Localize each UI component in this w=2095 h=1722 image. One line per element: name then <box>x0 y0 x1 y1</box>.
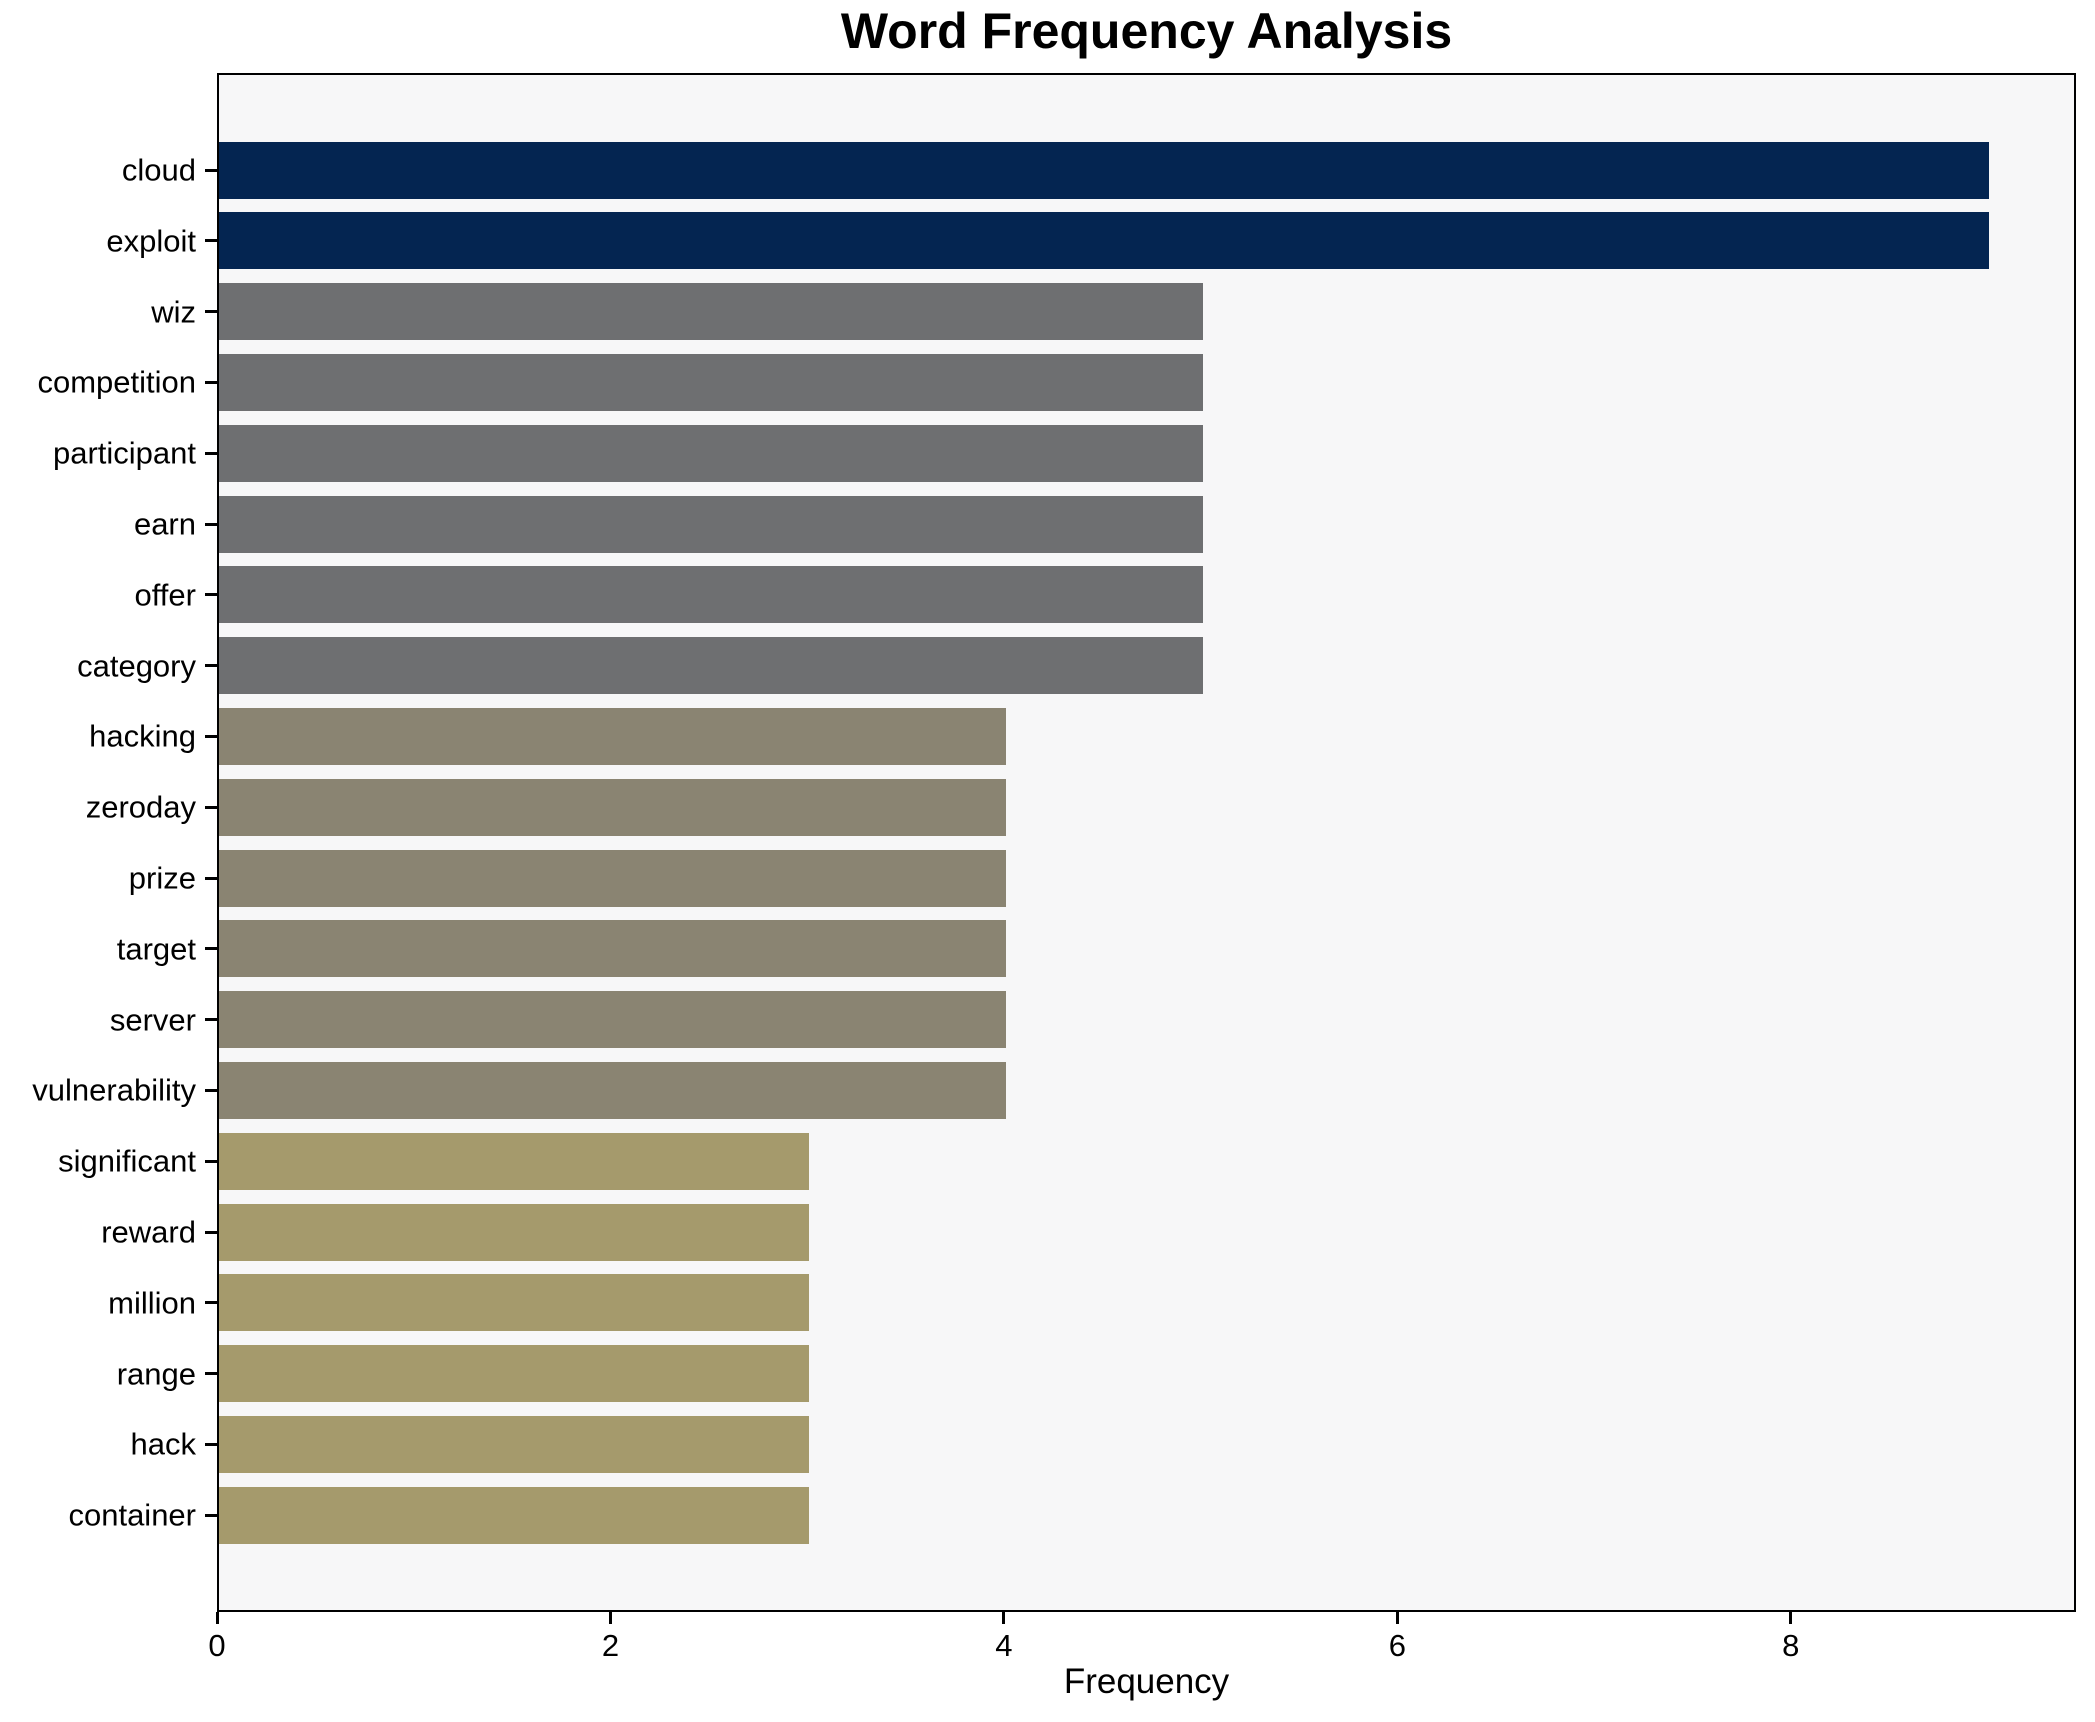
y-tick-mark <box>205 664 217 668</box>
bar-target <box>219 920 1006 978</box>
bar-competition <box>219 353 1203 411</box>
y-tick-mark <box>205 380 217 384</box>
bar-range <box>219 1345 809 1403</box>
y-tick-mark <box>205 947 217 951</box>
x-tick-mark <box>1002 1612 1006 1624</box>
y-tick-label-hacking: hacking <box>89 718 196 754</box>
bar-wiz <box>219 283 1203 341</box>
bar-exploit <box>219 212 1989 270</box>
bar-hacking <box>219 707 1006 765</box>
y-tick-mark <box>205 1018 217 1022</box>
bar-earn <box>219 495 1203 553</box>
y-tick-label-wiz: wiz <box>151 294 196 330</box>
y-tick-mark <box>205 310 217 314</box>
y-tick-mark <box>205 1513 217 1517</box>
plot-area <box>217 73 2076 1612</box>
bar-category <box>219 637 1203 695</box>
x-tick-label-0: 0 <box>208 1628 226 1663</box>
x-tick-mark <box>1395 1612 1399 1624</box>
bar-prize <box>219 849 1006 907</box>
x-tick-label-2: 2 <box>601 1628 620 1663</box>
bar-server <box>219 991 1006 1049</box>
y-tick-label-server: server <box>109 1002 196 1038</box>
chart-title: Word Frequency Analysis <box>840 3 1453 59</box>
bar-significant <box>219 1132 809 1190</box>
x-tick-label-4: 4 <box>995 1628 1013 1663</box>
bar-cloud <box>219 141 1989 199</box>
y-tick-label-hack: hack <box>130 1426 196 1462</box>
y-tick-label-million: million <box>108 1285 196 1321</box>
y-tick-label-participant: participant <box>52 435 196 471</box>
y-tick-mark <box>205 1442 217 1446</box>
y-tick-label-reward: reward <box>101 1214 196 1250</box>
bar-offer <box>219 566 1203 624</box>
bar-participant <box>219 424 1203 482</box>
y-tick-mark <box>205 1159 217 1163</box>
y-tick-label-offer: offer <box>134 577 196 613</box>
y-tick-mark <box>205 239 217 243</box>
y-tick-mark <box>205 1230 217 1234</box>
bar-zeroday <box>219 778 1006 836</box>
x-tick-label-8: 8 <box>1782 1628 1800 1663</box>
y-tick-mark <box>205 1088 217 1092</box>
y-tick-label-exploit: exploit <box>106 223 196 259</box>
x-tick-mark <box>608 1612 612 1624</box>
x-tick-mark <box>215 1612 219 1624</box>
y-tick-mark <box>205 734 217 738</box>
y-tick-label-earn: earn <box>133 506 196 542</box>
y-tick-label-competition: competition <box>37 364 196 400</box>
y-tick-label-category: category <box>77 648 196 684</box>
y-tick-label-cloud: cloud <box>121 152 196 188</box>
bar-reward <box>219 1203 809 1261</box>
y-tick-mark <box>205 805 217 809</box>
y-tick-label-range: range <box>116 1356 196 1392</box>
bar-container <box>219 1486 809 1544</box>
y-tick-label-significant: significant <box>58 1143 196 1179</box>
y-tick-label-vulnerability: vulnerability <box>32 1072 196 1108</box>
y-tick-mark <box>205 522 217 526</box>
x-tick-label-6: 6 <box>1388 1628 1406 1663</box>
y-tick-label-zeroday: zeroday <box>85 789 196 825</box>
bar-hack <box>219 1415 809 1473</box>
bar-vulnerability <box>219 1061 1006 1119</box>
y-tick-mark <box>205 168 217 172</box>
y-tick-label-prize: prize <box>128 860 196 896</box>
bar-million <box>219 1274 809 1332</box>
y-tick-mark <box>205 593 217 597</box>
y-tick-label-container: container <box>68 1497 196 1533</box>
y-tick-mark <box>205 451 217 455</box>
y-tick-mark <box>205 1372 217 1376</box>
y-tick-mark <box>205 1301 217 1305</box>
x-axis-label: Frequency <box>1063 1662 1230 1701</box>
y-tick-mark <box>205 876 217 880</box>
x-tick-mark <box>1789 1612 1793 1624</box>
y-tick-label-target: target <box>116 931 196 967</box>
